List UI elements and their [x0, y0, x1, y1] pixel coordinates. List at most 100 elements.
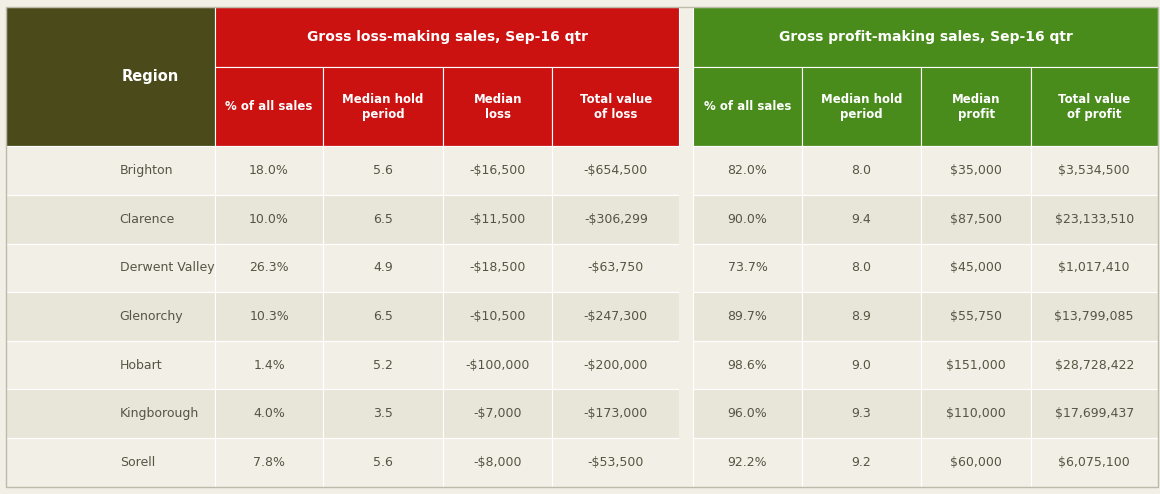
Text: 10.0%: 10.0%: [249, 213, 289, 226]
Text: 8.0: 8.0: [851, 164, 871, 177]
Text: Median hold
period: Median hold period: [821, 93, 902, 121]
Text: $13,799,085: $13,799,085: [1054, 310, 1134, 323]
Text: 26.3%: 26.3%: [249, 261, 289, 274]
Text: Gross loss-making sales, Sep-16 qtr: Gross loss-making sales, Sep-16 qtr: [306, 30, 588, 44]
Bar: [443, 341, 552, 389]
Bar: [802, 341, 921, 389]
Text: Total value
of loss: Total value of loss: [580, 93, 652, 121]
Bar: [921, 389, 1031, 438]
Bar: [802, 67, 921, 146]
Text: Median
loss: Median loss: [473, 93, 522, 121]
Text: 7.8%: 7.8%: [253, 456, 285, 469]
Text: Derwent Valley: Derwent Valley: [119, 261, 215, 274]
Bar: [552, 341, 680, 389]
Text: $3,534,500: $3,534,500: [1058, 164, 1130, 177]
Text: 6.5: 6.5: [374, 310, 393, 323]
Text: Region: Region: [122, 69, 180, 84]
Bar: [694, 389, 802, 438]
Text: 89.7%: 89.7%: [727, 310, 768, 323]
Bar: [215, 244, 324, 292]
Text: $6,075,100: $6,075,100: [1058, 456, 1130, 469]
Bar: [694, 195, 802, 244]
Bar: [552, 438, 680, 487]
Bar: [802, 438, 921, 487]
Bar: [215, 146, 324, 195]
Bar: [1031, 244, 1158, 292]
Text: Glenorchy: Glenorchy: [119, 310, 183, 323]
Text: Clarence: Clarence: [119, 213, 175, 226]
Text: 8.0: 8.0: [851, 261, 871, 274]
Text: 10.3%: 10.3%: [249, 310, 289, 323]
Bar: [694, 438, 802, 487]
Text: 5.6: 5.6: [374, 456, 393, 469]
Text: % of all sales: % of all sales: [225, 100, 313, 113]
Text: Sorell: Sorell: [119, 456, 155, 469]
Text: 1.4%: 1.4%: [253, 359, 285, 371]
Bar: [694, 341, 802, 389]
Bar: [680, 341, 694, 389]
Bar: [802, 195, 921, 244]
Bar: [6, 195, 215, 244]
Bar: [694, 7, 1158, 67]
Bar: [552, 195, 680, 244]
Bar: [552, 292, 680, 341]
Bar: [680, 195, 694, 244]
Bar: [921, 438, 1031, 487]
Bar: [215, 389, 324, 438]
Bar: [443, 389, 552, 438]
Text: 90.0%: 90.0%: [727, 213, 768, 226]
Bar: [552, 389, 680, 438]
Bar: [6, 7, 215, 146]
Bar: [6, 244, 215, 292]
Bar: [215, 195, 324, 244]
Text: -$18,500: -$18,500: [470, 261, 525, 274]
Text: -$100,000: -$100,000: [465, 359, 530, 371]
Text: -$247,300: -$247,300: [583, 310, 648, 323]
Bar: [921, 195, 1031, 244]
Bar: [324, 146, 443, 195]
Text: -$173,000: -$173,000: [583, 407, 648, 420]
Text: -$200,000: -$200,000: [583, 359, 648, 371]
Bar: [215, 67, 324, 146]
Bar: [921, 292, 1031, 341]
Text: -$306,299: -$306,299: [583, 213, 647, 226]
Text: 98.6%: 98.6%: [727, 359, 768, 371]
Text: $45,000: $45,000: [950, 261, 1002, 274]
Text: $110,000: $110,000: [947, 407, 1006, 420]
Text: 8.9: 8.9: [851, 310, 871, 323]
Bar: [324, 67, 443, 146]
Bar: [1031, 146, 1158, 195]
Text: 82.0%: 82.0%: [727, 164, 768, 177]
Bar: [694, 292, 802, 341]
Text: $1,017,410: $1,017,410: [1058, 261, 1130, 274]
Bar: [324, 438, 443, 487]
Text: 5.6: 5.6: [374, 164, 393, 177]
Bar: [443, 67, 552, 146]
Bar: [680, 292, 694, 341]
Bar: [802, 389, 921, 438]
Text: 3.5: 3.5: [374, 407, 393, 420]
Bar: [694, 146, 802, 195]
Text: $151,000: $151,000: [947, 359, 1006, 371]
Bar: [552, 244, 680, 292]
Text: 96.0%: 96.0%: [727, 407, 768, 420]
Text: $23,133,510: $23,133,510: [1054, 213, 1133, 226]
Text: 5.2: 5.2: [374, 359, 393, 371]
Text: Gross profit-making sales, Sep-16 qtr: Gross profit-making sales, Sep-16 qtr: [778, 30, 1073, 44]
Bar: [6, 341, 215, 389]
Bar: [443, 146, 552, 195]
Bar: [6, 292, 215, 341]
Text: -$11,500: -$11,500: [470, 213, 525, 226]
Text: $35,000: $35,000: [950, 164, 1002, 177]
Text: 73.7%: 73.7%: [727, 261, 768, 274]
Text: -$654,500: -$654,500: [583, 164, 648, 177]
Text: 9.4: 9.4: [851, 213, 871, 226]
Text: -$7,000: -$7,000: [473, 407, 522, 420]
Bar: [324, 292, 443, 341]
Text: Median hold
period: Median hold period: [342, 93, 423, 121]
Bar: [680, 244, 694, 292]
Bar: [1031, 292, 1158, 341]
Text: -$63,750: -$63,750: [588, 261, 644, 274]
Text: 4.9: 4.9: [374, 261, 393, 274]
Bar: [802, 244, 921, 292]
